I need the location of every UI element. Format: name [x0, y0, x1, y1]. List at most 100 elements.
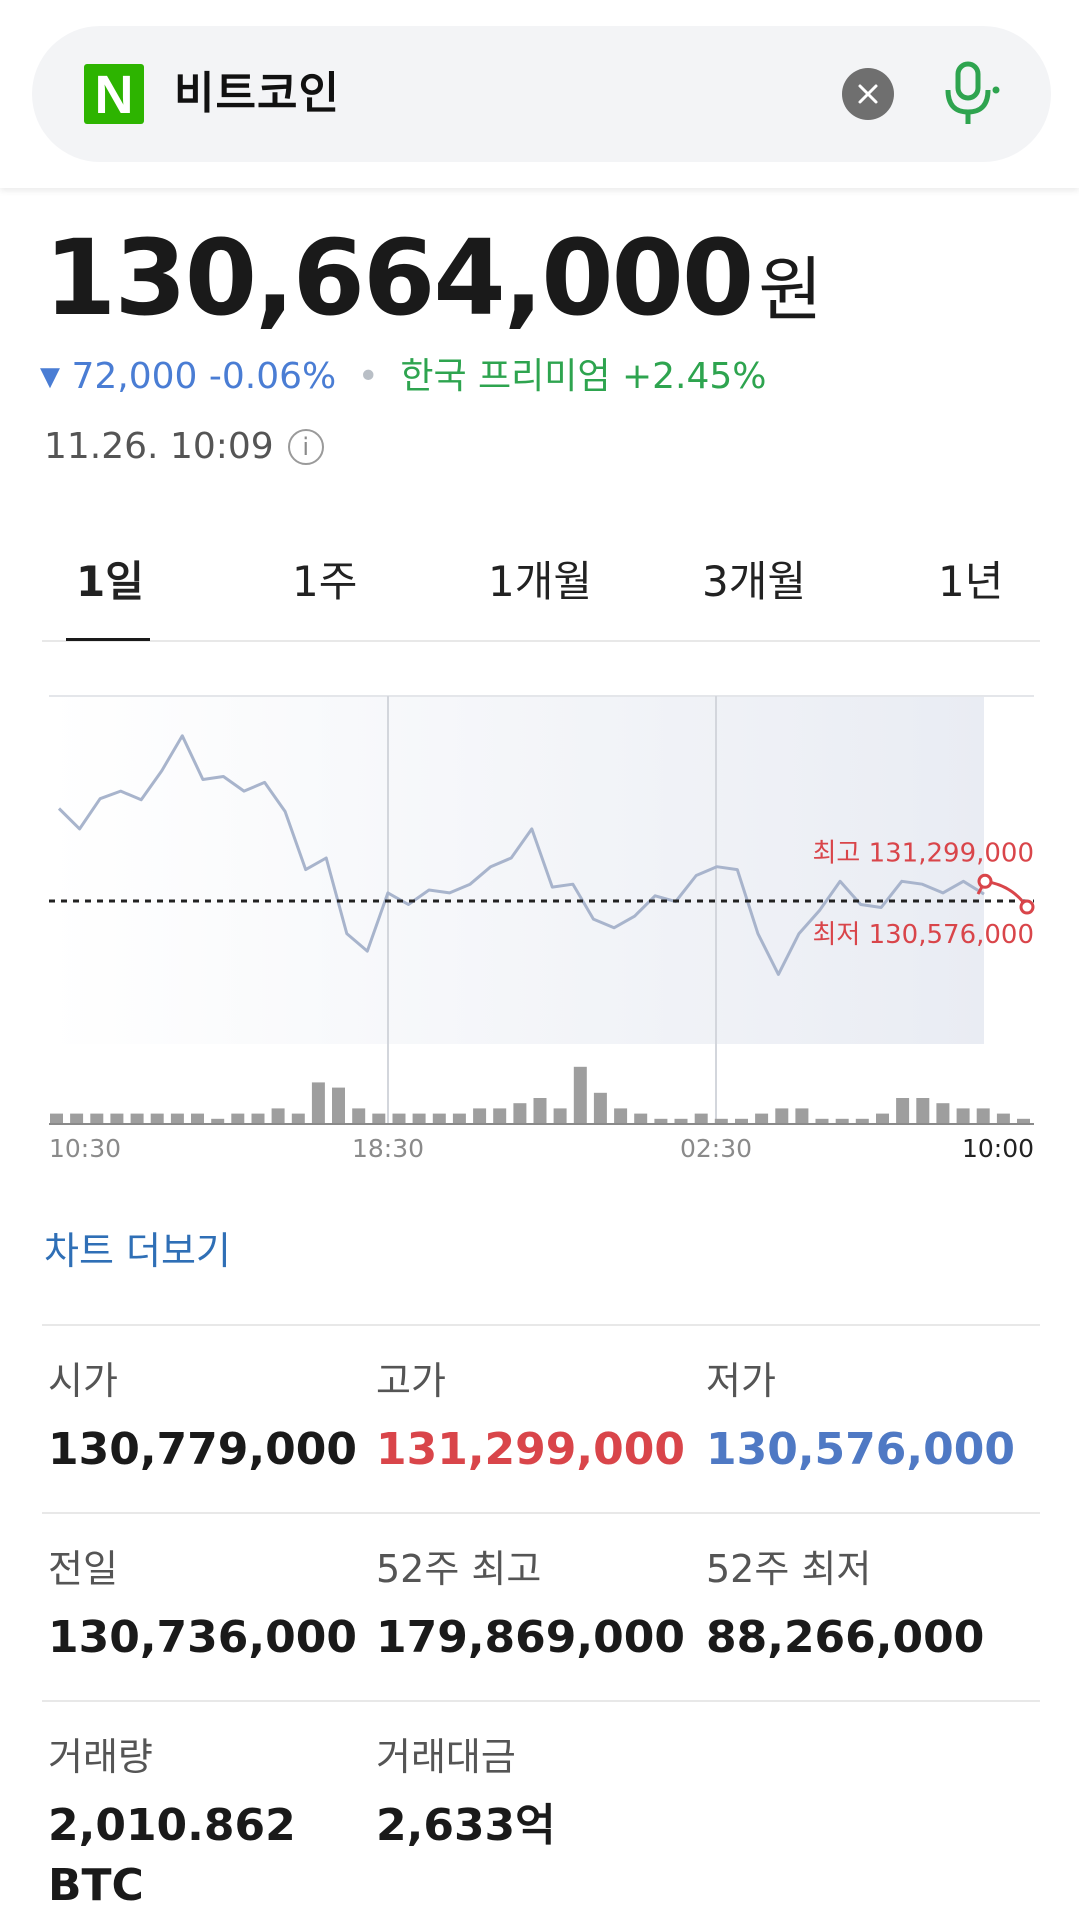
volume-bar — [372, 1113, 386, 1124]
price-chart[interactable]: 최고 131,299,000 최저 130,576,000 10:30 18:3… — [0, 690, 1079, 1170]
volume-bar — [271, 1108, 285, 1124]
stat-label: 고가 — [376, 1359, 446, 1403]
separator-dot: • — [357, 356, 379, 397]
stat-low: 저가 130,576,000 — [706, 1356, 1015, 1478]
volume-bar — [473, 1108, 487, 1124]
volume-bar — [291, 1113, 305, 1124]
volume-bar — [1017, 1118, 1030, 1124]
high-marker — [977, 873, 993, 889]
volume-bar — [674, 1118, 688, 1124]
price-change: 72,000 -0.06% — [71, 356, 337, 397]
volume-bar — [493, 1108, 507, 1124]
tab-1-year[interactable]: 1년 — [938, 557, 1004, 606]
divider — [42, 1324, 1040, 1326]
volume-bar — [936, 1103, 950, 1124]
volume-bar — [150, 1113, 164, 1124]
stat-trade-value: 거래대금 2,633억 — [376, 1732, 556, 1854]
stat-high: 고가 131,299,000 — [376, 1356, 685, 1478]
volume-bar — [573, 1066, 587, 1124]
volume-bar — [392, 1113, 406, 1124]
x-tick-label: 02:30 — [680, 1134, 752, 1163]
stat-52w-low: 52주 최저 88,266,000 — [706, 1544, 984, 1666]
more-chart-link[interactable]: 차트 더보기 — [44, 1229, 231, 1273]
volume-bar — [533, 1098, 547, 1124]
active-tab-indicator — [66, 638, 150, 641]
volume-bar — [956, 1108, 970, 1124]
volume-bar — [50, 1113, 63, 1124]
stat-prev-close: 전일 130,736,000 — [48, 1544, 357, 1666]
volume-bar — [976, 1108, 990, 1124]
tab-3-month[interactable]: 3개월 — [702, 557, 807, 606]
volume-bar — [694, 1113, 708, 1124]
stat-label: 거래량 — [48, 1735, 153, 1779]
volume-bar — [231, 1113, 245, 1124]
volume-bar — [452, 1113, 466, 1124]
volume-bar — [412, 1113, 426, 1124]
stat-value: 179,869,000 — [376, 1612, 685, 1663]
volume-bar — [211, 1118, 225, 1124]
low-label: 최저 130,576,000 — [812, 920, 1034, 950]
volume-bar — [996, 1113, 1010, 1124]
microphone-icon[interactable] — [938, 60, 1002, 128]
volume-bar — [654, 1118, 668, 1124]
volume-bar — [755, 1113, 769, 1124]
volume-bar — [513, 1103, 527, 1124]
stat-label: 거래대금 — [376, 1735, 516, 1779]
logo-letter: N — [95, 65, 134, 124]
volume-bar — [191, 1113, 204, 1124]
high-label: 최고 131,299,000 — [812, 838, 1034, 868]
close-icon — [858, 84, 878, 104]
volume-bar — [916, 1098, 930, 1124]
stat-volume: 거래량 2,010.862 BTC — [48, 1732, 296, 1914]
x-tick-label: 18:30 — [352, 1134, 424, 1163]
x-tick-label: 10:30 — [49, 1134, 121, 1163]
volume-bar — [553, 1108, 567, 1124]
search-query[interactable]: 비트코인 — [174, 68, 340, 119]
stat-open: 시가 130,779,000 — [48, 1356, 357, 1478]
stat-value: 130,736,000 — [48, 1612, 357, 1663]
stat-label: 저가 — [706, 1359, 776, 1403]
price-unit: 원 — [758, 249, 823, 331]
volume-bar — [835, 1118, 849, 1124]
volume-bar — [775, 1108, 789, 1124]
tab-1-day[interactable]: 1일 — [76, 557, 144, 606]
tab-1-week[interactable]: 1주 — [292, 557, 358, 606]
korea-premium[interactable]: 한국 프리미엄 +2.45% — [400, 356, 767, 397]
price-value: 130,664,000 — [44, 217, 754, 339]
volume-bar — [311, 1082, 325, 1124]
divider — [42, 1512, 1040, 1514]
volume-bar — [855, 1118, 869, 1124]
stat-value: 130,779,000 — [48, 1424, 357, 1475]
current-price: 130,664,000원 — [44, 218, 823, 350]
volume-bars — [50, 1066, 1030, 1124]
down-arrow-icon: ▼ — [40, 362, 60, 392]
stat-value: 88,266,000 — [706, 1612, 985, 1663]
change-row: ▼ 72,000 -0.06% • 한국 프리미엄 +2.45% — [40, 354, 767, 400]
stat-value: 2,010.862 — [48, 1800, 296, 1851]
stat-value: 131,299,000 — [376, 1424, 685, 1475]
volume-bar — [130, 1113, 144, 1124]
stat-unit: BTC — [48, 1860, 144, 1911]
info-icon[interactable]: i — [287, 429, 324, 465]
volume-bar — [876, 1113, 889, 1124]
clear-button[interactable] — [842, 68, 894, 120]
stat-value: 2,633억 — [376, 1800, 556, 1851]
stat-label: 시가 — [48, 1359, 118, 1403]
price-line — [57, 734, 985, 976]
search-bar[interactable]: N 비트코인 — [32, 26, 1051, 162]
low-marker — [1019, 899, 1035, 915]
divider — [42, 1700, 1040, 1702]
volume-bar — [110, 1113, 124, 1124]
timestamp-row: 11.26. 10:09 i — [44, 424, 324, 470]
naver-logo: N — [84, 64, 144, 124]
volume-bar — [735, 1118, 748, 1124]
tab-1-month[interactable]: 1개월 — [488, 557, 593, 606]
volume-bar — [90, 1113, 104, 1124]
volume-bar — [714, 1118, 728, 1124]
volume-bar — [352, 1108, 366, 1124]
stat-value: 130,576,000 — [706, 1424, 1015, 1475]
volume-bar — [170, 1113, 184, 1124]
stat-label: 52주 최저 — [706, 1547, 872, 1591]
volume-bar — [432, 1113, 446, 1124]
volume-bar — [70, 1113, 84, 1124]
